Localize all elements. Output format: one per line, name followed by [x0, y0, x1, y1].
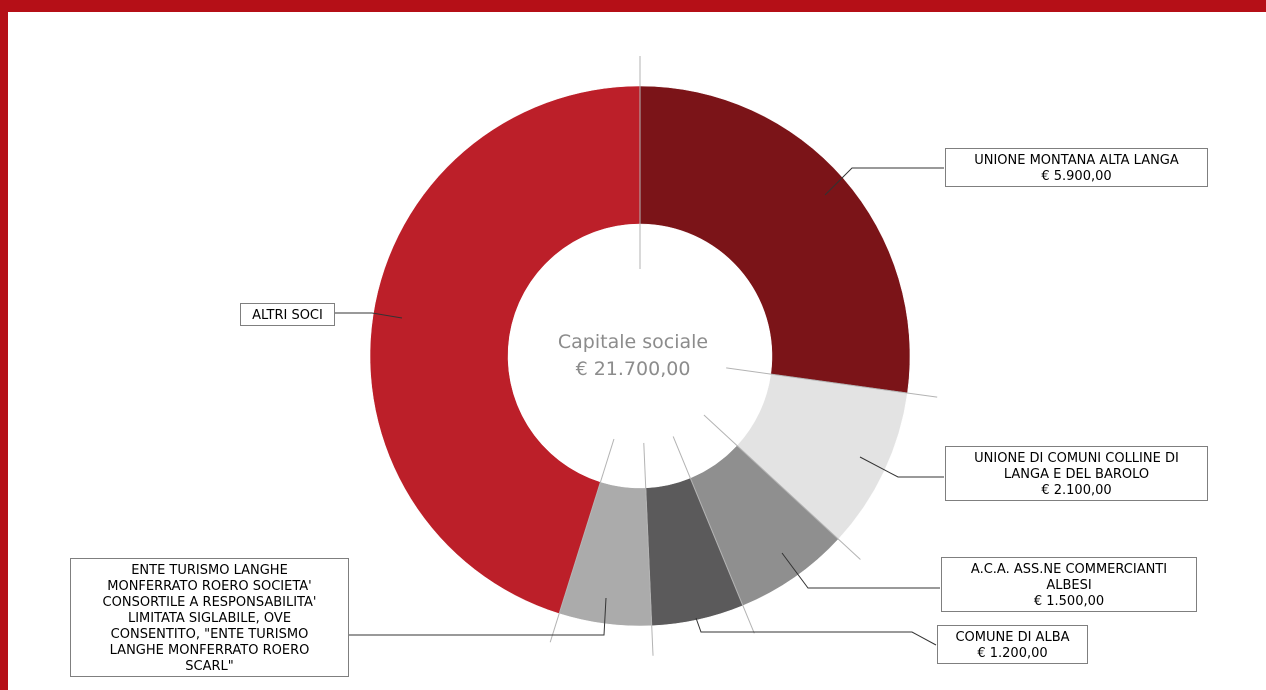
label-box-0 [945, 148, 1208, 187]
leader-line-1 [859, 456, 944, 478]
separators-layer [549, 56, 938, 656]
label-text-1-2: € 2.100,00 [1041, 483, 1111, 498]
slice-separator-5 [549, 438, 615, 643]
label-text-4-3: LIMITATA SIGLABILE, OVE [128, 611, 291, 626]
leader-line-0 [824, 167, 944, 196]
label-text-2-0: A.C.A. ASS.NE COMMERCIANTI [971, 562, 1167, 577]
label-text-0-0: UNIONE MONTANA ALTA LANGA [974, 153, 1179, 168]
label-text-1-1: LANGA E DEL BAROLO [1004, 467, 1149, 482]
label-text-2-1: ALBESI [1046, 578, 1091, 593]
slice-separator-3 [672, 436, 755, 634]
label-text-4-5: LANGHE MONFERRATO ROERO [110, 643, 310, 658]
leader-lines-layer [335, 167, 944, 646]
label-text-2-2: € 1.500,00 [1034, 594, 1104, 609]
leader-line-2 [781, 552, 940, 589]
label-text-4-6: SCARL" [185, 659, 233, 674]
slice-0 [639, 85, 911, 394]
leader-line-4 [349, 597, 607, 636]
leader-line-5 [335, 312, 403, 319]
label-text-0-1: € 5.900,00 [1041, 169, 1111, 184]
label-box-2 [941, 557, 1197, 612]
label-box-3 [937, 625, 1088, 664]
labels-layer: UNIONE MONTANA ALTA LANGA€ 5.900,00 UNION… [70, 148, 1208, 677]
label-text-3-0: COMUNE DI ALBA [955, 630, 1069, 645]
label-box-4 [70, 558, 349, 677]
slice-separator-2 [703, 414, 861, 560]
leader-line-3 [695, 617, 937, 646]
center-label-line-2: € 21.700,00 [576, 358, 691, 380]
label-text-4-1: MONFERRATO ROERO SOCIETA' [107, 579, 311, 594]
label-text-1-0: UNIONE DI COMUNI COLLINE DI [974, 451, 1179, 466]
label-text-4-4: CONSENTITO, "ENTE TURISMO [111, 627, 309, 642]
center-label-line-1: Capitale sociale [558, 331, 708, 353]
label-text-4-2: CONSORTILE A RESPONSABILITA' [103, 595, 317, 610]
label-text-4-0: ENTE TURISMO LANGHE [131, 563, 288, 578]
label-box-1 [945, 446, 1208, 501]
slice-separator-1 [726, 367, 938, 398]
slices-layer [369, 85, 911, 627]
slice-5 [369, 85, 641, 614]
label-text-5-0: ALTRI SOCI [252, 308, 323, 323]
slice-separator-4 [643, 442, 654, 656]
label-text-3-1: € 1.200,00 [977, 646, 1047, 661]
label-box-5 [240, 303, 335, 326]
